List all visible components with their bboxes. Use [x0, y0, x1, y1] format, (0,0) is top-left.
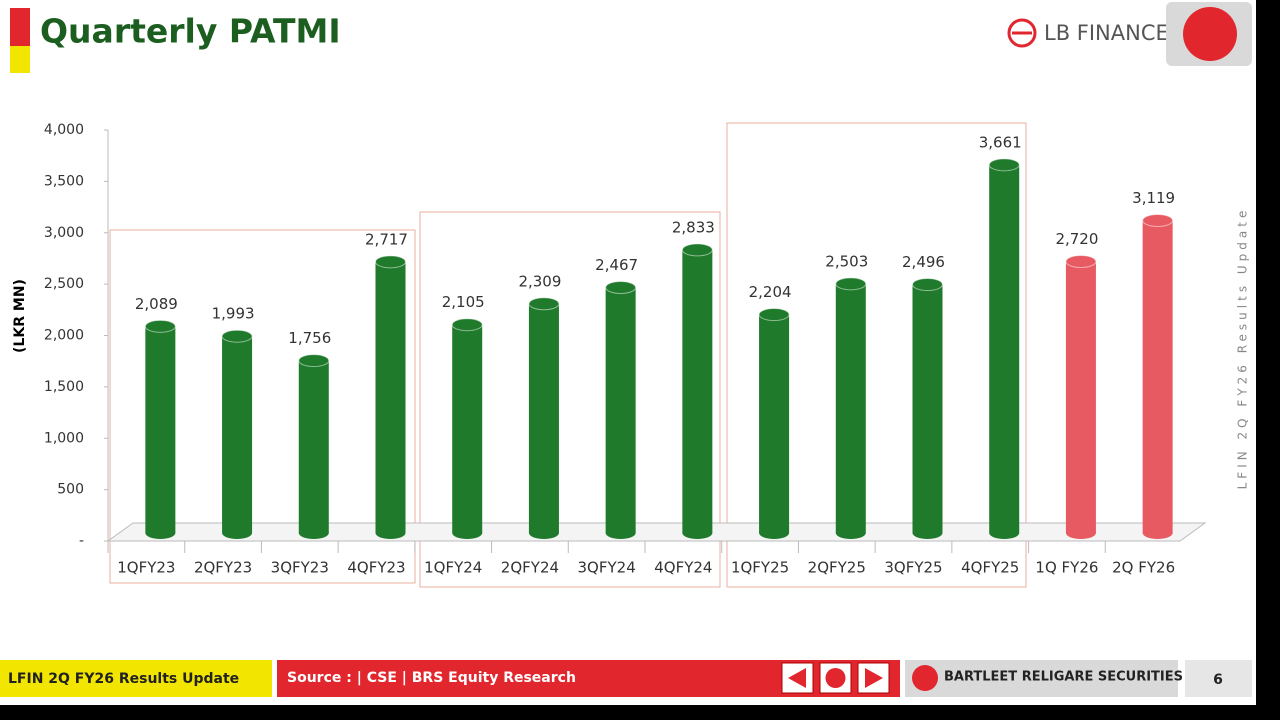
y-tick-label: 4,000	[44, 122, 84, 138]
value-label: 2,204	[749, 283, 792, 301]
x-tick-label: 2QFY25	[808, 559, 866, 577]
brand-badge-icon	[1183, 7, 1237, 61]
floor	[106, 522, 1207, 542]
y-tick-label: 3,000	[44, 225, 84, 241]
bar	[912, 284, 943, 533]
accent-red	[10, 8, 30, 46]
x-tick-label: 2QFY24	[501, 559, 559, 577]
value-label: 3,119	[1132, 189, 1175, 207]
logo-icon	[1007, 18, 1037, 48]
x-tick-label: 2Q FY26	[1112, 559, 1175, 577]
y-tick-label: 2,000	[44, 328, 84, 344]
value-label: 1,993	[212, 305, 255, 323]
value-label: 2,496	[902, 253, 945, 271]
bar	[375, 261, 406, 533]
bar	[989, 164, 1020, 533]
bar	[1065, 261, 1096, 533]
bar-top	[605, 281, 637, 295]
side-note: LFIN 2Q FY26 Results Update	[1236, 207, 1250, 490]
bar	[1142, 220, 1173, 533]
page-number: 6	[1213, 672, 1223, 688]
footer-brand-icon	[912, 665, 938, 691]
y-tick-label: -	[79, 533, 84, 549]
footer-left: LFIN 2Q FY26 Results Update	[8, 671, 239, 687]
x-tick-label: 1QFY23	[117, 559, 175, 577]
bar	[682, 249, 713, 534]
bar-top	[835, 277, 867, 291]
bar-top	[221, 329, 253, 343]
logo-text: LB FINANCE	[1044, 21, 1169, 45]
next-icon	[865, 668, 883, 688]
chart-area: - 500 1,000 1,500 2,000 2,500 3,000 3,500 4,000 1…	[44, 122, 1175, 577]
x-tick-label: 3QFY23	[271, 559, 329, 577]
x-tick-label: 1Q FY26	[1035, 559, 1098, 577]
x-tick-label: 2QFY23	[194, 559, 252, 577]
y-tick-label: 500	[57, 482, 84, 498]
group-box	[419, 211, 721, 588]
footer-left-box	[0, 660, 272, 697]
x-tick-label: 1QFY24	[424, 559, 482, 577]
bar-top	[451, 318, 483, 332]
x-tick-label: 1QFY25	[731, 559, 789, 577]
bar-top	[375, 255, 406, 269]
bar	[605, 287, 636, 533]
group-box	[726, 122, 1027, 588]
page-number-box	[1185, 660, 1252, 697]
value-label: 2,089	[135, 295, 178, 313]
bar-top	[528, 297, 560, 311]
y-axis-label: (LKR MN)	[12, 279, 28, 353]
bar-top	[144, 319, 176, 333]
value-label: 1,756	[288, 329, 331, 347]
bar	[528, 303, 559, 533]
value-label: 2,309	[518, 272, 561, 290]
value-label: 3,661	[979, 133, 1022, 151]
x-tick-label: 4QFY23	[347, 559, 405, 577]
footer-brand-box	[905, 660, 1178, 697]
y-tick-label: 3,500	[44, 173, 84, 189]
value-label: 2,717	[365, 230, 408, 248]
y-tick-label: 1,000	[44, 430, 84, 446]
prev-icon	[788, 668, 806, 688]
value-label: 2,503	[825, 252, 868, 270]
value-label: 2,467	[595, 256, 638, 274]
value-label: 2,833	[672, 218, 715, 236]
y-tick-label: 2,500	[44, 276, 84, 292]
bar	[145, 326, 176, 533]
bar	[298, 360, 329, 533]
x-tick-label: 4QFY24	[654, 559, 712, 577]
bar	[835, 283, 866, 533]
bar-top	[298, 354, 330, 368]
x-tick-label: 3QFY24	[578, 559, 636, 577]
x-tick-label: 4QFY25	[961, 559, 1019, 577]
x-tick-label: 3QFY25	[884, 559, 942, 577]
value-label: 2,720	[1055, 230, 1098, 248]
accent-yellow	[10, 46, 30, 73]
footer-source: Source : | CSE | BRS Equity Research	[287, 670, 576, 686]
bar	[222, 336, 253, 533]
y-tick-label: 1,500	[44, 379, 84, 395]
bar	[759, 314, 790, 533]
chart-title: Quarterly PATMI	[40, 12, 341, 51]
group-box	[109, 229, 416, 584]
value-label: 2,105	[442, 293, 485, 311]
home-icon	[825, 668, 846, 688]
bar	[452, 324, 483, 533]
bar-top	[912, 278, 943, 292]
bar-top	[758, 308, 790, 322]
bar-top	[988, 158, 1020, 172]
bar-top	[1065, 255, 1097, 269]
footer-brand: BARTLEET RELIGARE SECURITIES	[944, 670, 1183, 685]
bar-top	[1142, 214, 1174, 228]
bar-top	[681, 243, 713, 257]
